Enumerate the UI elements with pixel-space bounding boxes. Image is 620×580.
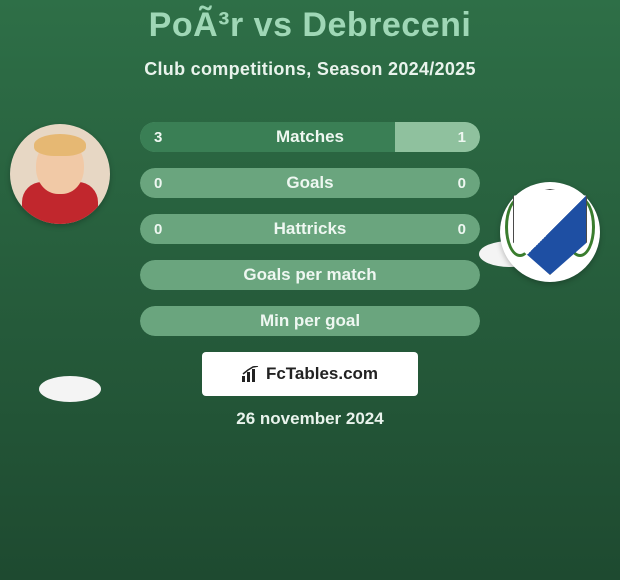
stat-bar: 00Goals <box>140 168 480 198</box>
stat-bar: 00Hattricks <box>140 214 480 244</box>
stat-bar: Min per goal <box>140 306 480 336</box>
stat-label: Matches <box>140 122 480 152</box>
stat-label: Goals <box>140 168 480 198</box>
page-title: PoÃ³r vs Debreceni <box>0 0 620 45</box>
chart-icon <box>242 366 260 382</box>
player-left-avatar <box>10 124 110 224</box>
fctables-badge[interactable]: FcTables.com <box>202 352 418 396</box>
date-text: 26 november 2024 <box>0 409 620 429</box>
player-right-crest <box>500 182 600 282</box>
stat-bar: 31Matches <box>140 122 480 152</box>
stat-label: Min per goal <box>140 306 480 336</box>
stat-bar: Goals per match <box>140 260 480 290</box>
player-left-flag <box>39 376 101 402</box>
subtitle: Club competitions, Season 2024/2025 <box>0 59 620 80</box>
comparison-widget: PoÃ³r vs Debreceni Club competitions, Se… <box>0 0 620 580</box>
stat-label: Goals per match <box>140 260 480 290</box>
stat-bars: 31Matches 00Goals 00Hattricks Goals per mat… <box>140 122 480 336</box>
fctables-badge-text: FcTables.com <box>266 364 378 384</box>
stat-label: Hattricks <box>140 214 480 244</box>
